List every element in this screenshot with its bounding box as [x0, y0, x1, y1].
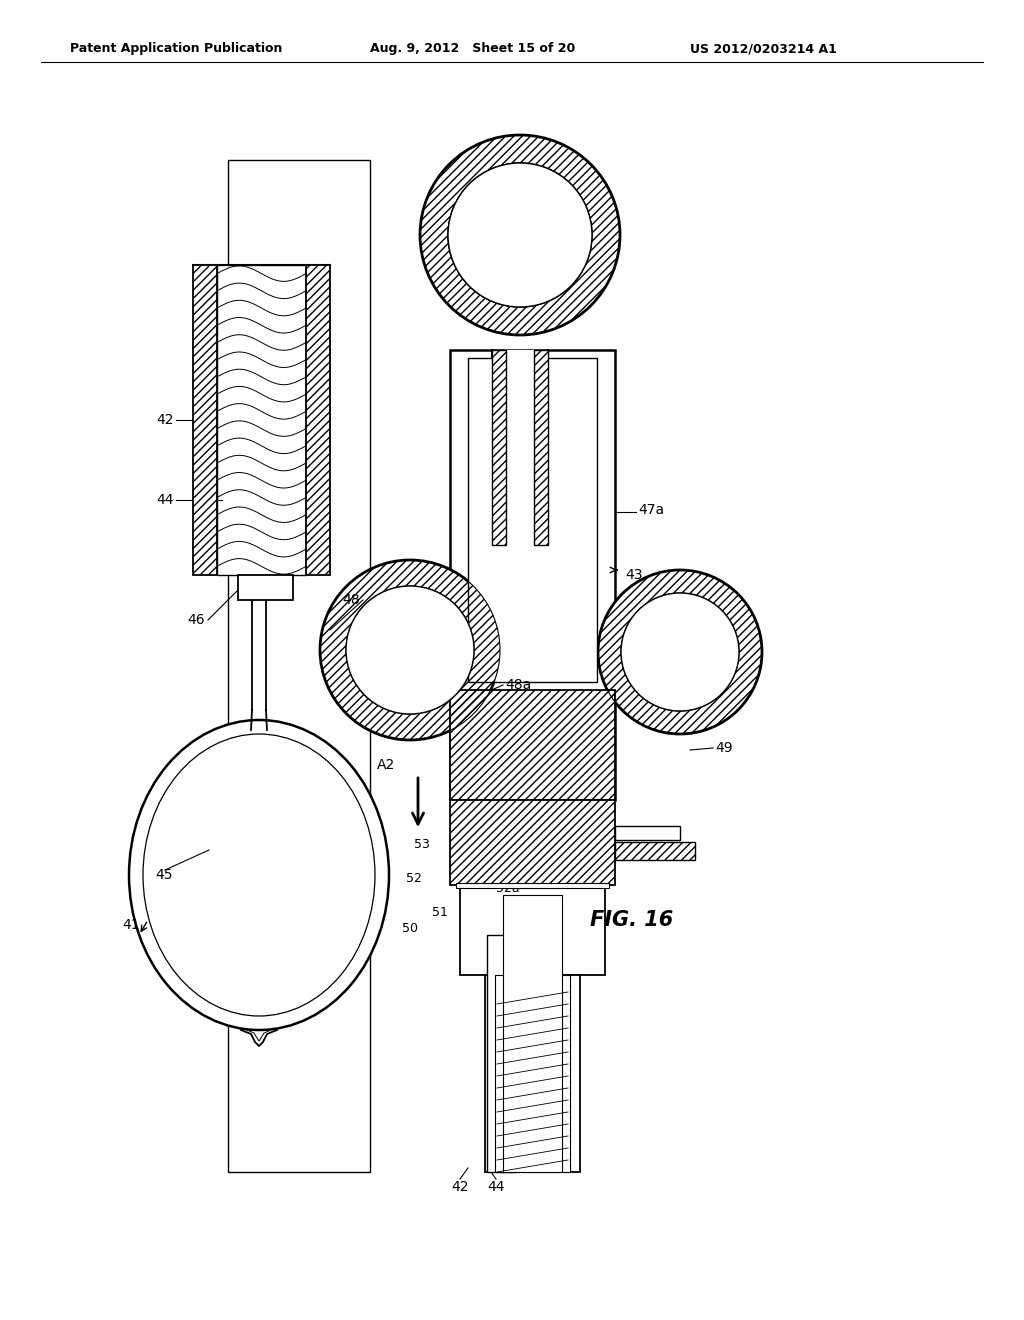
Text: 51: 51	[432, 906, 447, 919]
Bar	[492, 350, 548, 545]
Text: 47: 47	[413, 612, 430, 627]
Bar	[495, 975, 570, 1172]
Bar	[503, 895, 562, 1172]
Bar	[450, 690, 615, 800]
Text: 53: 53	[414, 838, 430, 851]
Text: 52: 52	[407, 871, 422, 884]
Circle shape	[449, 162, 592, 308]
Bar	[238, 576, 293, 601]
Bar	[456, 883, 609, 888]
Bar	[460, 883, 605, 975]
Text: 50: 50	[402, 921, 418, 935]
Text: A2: A2	[377, 758, 395, 772]
Text: 44: 44	[487, 1180, 505, 1195]
Text: 41: 41	[123, 917, 140, 932]
Text: Aug. 9, 2012   Sheet 15 of 20: Aug. 9, 2012 Sheet 15 of 20	[370, 42, 575, 55]
Bar	[193, 265, 217, 576]
Bar	[306, 265, 330, 576]
Text: 49: 49	[715, 741, 732, 755]
Bar	[485, 975, 580, 1172]
Text: 42: 42	[452, 1180, 469, 1195]
Bar	[487, 935, 515, 1172]
Circle shape	[449, 162, 592, 308]
Bar	[492, 350, 506, 545]
Circle shape	[319, 560, 500, 741]
Circle shape	[598, 570, 762, 734]
Text: FIG. 16: FIG. 16	[590, 909, 673, 931]
Bar	[450, 350, 615, 800]
Text: 46: 46	[187, 612, 205, 627]
Circle shape	[420, 135, 620, 335]
Text: 47a: 47a	[638, 503, 665, 517]
Text: 43: 43	[625, 568, 642, 582]
Bar	[228, 160, 370, 1172]
Bar	[217, 265, 306, 576]
Text: 42: 42	[157, 413, 174, 426]
Text: 48: 48	[342, 593, 360, 607]
Bar	[450, 800, 615, 884]
Circle shape	[346, 586, 474, 714]
Text: 48a: 48a	[505, 678, 531, 692]
Text: US 2012/0203214 A1: US 2012/0203214 A1	[690, 42, 837, 55]
Text: Patent Application Publication: Patent Application Publication	[70, 42, 283, 55]
Bar	[615, 826, 680, 840]
Ellipse shape	[129, 719, 389, 1030]
Text: 52b: 52b	[530, 874, 554, 887]
Circle shape	[621, 593, 739, 711]
Bar	[468, 358, 597, 682]
Text: 52a: 52a	[496, 882, 519, 895]
Text: 45: 45	[155, 869, 172, 882]
Bar	[534, 350, 548, 545]
Bar	[615, 842, 695, 861]
Text: 44: 44	[157, 492, 174, 507]
